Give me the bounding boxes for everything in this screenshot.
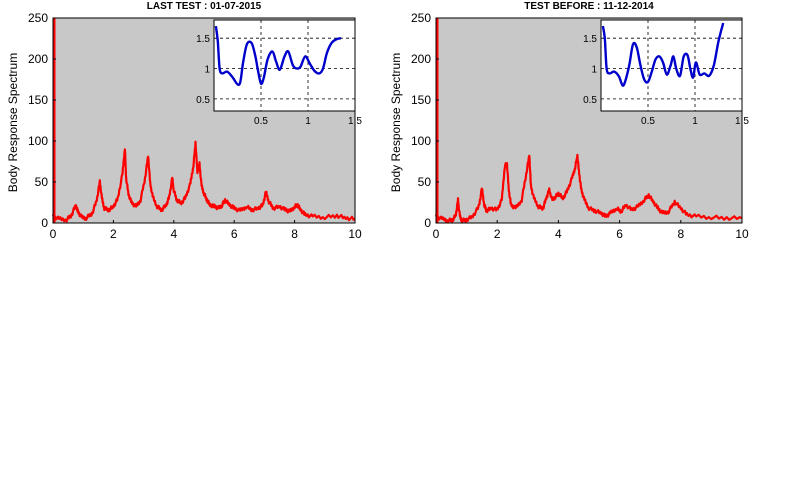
y-tick-label: 100 bbox=[411, 134, 431, 148]
x-tick-label: 2 bbox=[494, 227, 501, 241]
y-tick-label: 50 bbox=[418, 175, 432, 189]
x-tick-label: 6 bbox=[616, 227, 623, 241]
chart-title: TEST BEFORE : 11-12-2014 bbox=[524, 1, 654, 12]
inset-y-tick-label: 0.5 bbox=[196, 95, 210, 106]
inset-frame bbox=[213, 19, 356, 112]
y-tick-label: 150 bbox=[28, 93, 48, 107]
inset-plot: 0.5 1 1.5 0.5 1 1.5 bbox=[583, 19, 749, 127]
inset-y-tick-label: 1.5 bbox=[583, 34, 597, 45]
y-tick-label: 50 bbox=[35, 175, 49, 189]
series-line-1 bbox=[434, 153, 743, 224]
x-tick-label: 4 bbox=[170, 227, 177, 241]
inset-x-tick-label: 1 bbox=[305, 116, 311, 127]
inset-y-tick-label: 0.5 bbox=[583, 95, 597, 106]
x-tick-label: 2 bbox=[110, 227, 117, 241]
x-tick-label: 8 bbox=[291, 227, 298, 241]
x-tick-label: 4 bbox=[555, 227, 562, 241]
inset-area bbox=[214, 20, 355, 111]
inset-x-tick-label: 0.5 bbox=[641, 116, 655, 127]
inset-x-tick-label: 1.5 bbox=[348, 116, 362, 127]
inset-y-tick-label: 1.5 bbox=[196, 34, 210, 45]
y-tick-label: 100 bbox=[28, 134, 48, 148]
plot-frame bbox=[435, 17, 743, 224]
inset-series-line-1 bbox=[601, 22, 725, 87]
inset-y-tick-label: 1 bbox=[591, 65, 597, 76]
x-tick-label: 6 bbox=[231, 227, 238, 241]
series-line-1 bbox=[51, 140, 356, 223]
inset-x-tick-label: 1 bbox=[692, 116, 698, 127]
y-axis-label: Body Response Spectrum bbox=[6, 53, 20, 192]
x-tick-label: 0 bbox=[433, 227, 440, 241]
plot-frame bbox=[52, 17, 356, 224]
chart-title: LAST TEST : 01-07-2015 bbox=[147, 1, 262, 12]
y-tick-label: 250 bbox=[411, 11, 431, 25]
x-tick-label: 10 bbox=[348, 227, 362, 241]
inset-x-tick-label: 1.5 bbox=[735, 116, 749, 127]
inset-x-tick-label: 0.5 bbox=[254, 116, 268, 127]
y-tick-label: 200 bbox=[28, 52, 48, 66]
y-tick-label: 200 bbox=[411, 52, 431, 66]
x-tick-label: 10 bbox=[735, 227, 749, 241]
inset-plot: 0.5 1 1.5 0.5 1 1.5 bbox=[196, 19, 362, 127]
y-tick-label: 150 bbox=[411, 93, 431, 107]
x-tick-label: 8 bbox=[677, 227, 684, 241]
y-tick-label: 0 bbox=[41, 216, 48, 230]
inset-y-tick-label: 1 bbox=[204, 65, 210, 76]
y-tick-label: 0 bbox=[424, 216, 431, 230]
y-tick-label: 250 bbox=[28, 11, 48, 25]
inset-frame bbox=[600, 19, 743, 112]
inset-series-line-1 bbox=[214, 25, 342, 86]
y-axis-label: Body Response Spectrum bbox=[389, 53, 403, 192]
x-tick-label: 0 bbox=[50, 227, 57, 241]
